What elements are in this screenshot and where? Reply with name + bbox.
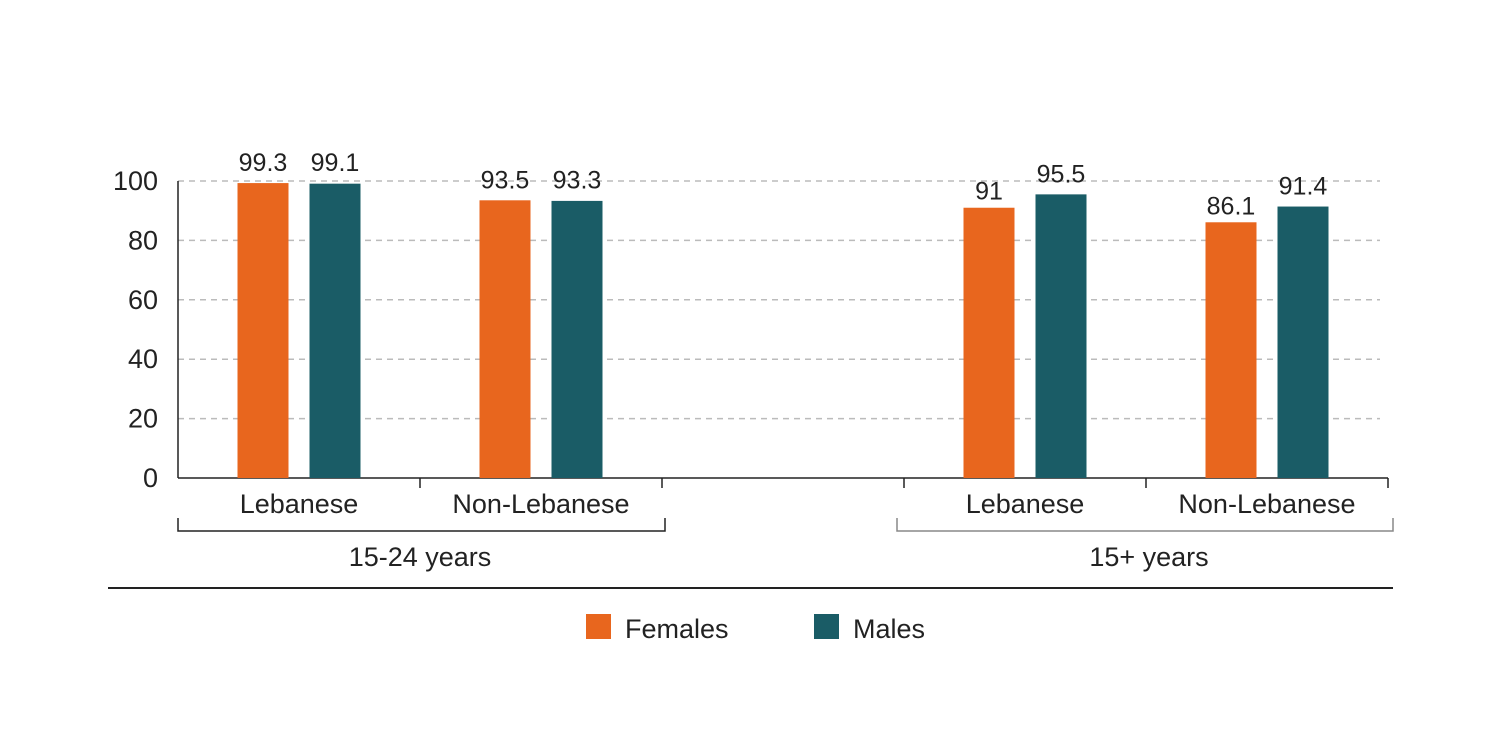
- data-label: 93.5: [481, 166, 530, 194]
- legend-swatch-males: [814, 614, 839, 639]
- bar-males: [309, 183, 361, 478]
- bar-males: [1277, 206, 1329, 479]
- bars: [237, 183, 1329, 479]
- category-labels: Lebanese Non-Lebanese Lebanese Non-Lebanese: [240, 489, 1356, 519]
- category-label: Non-Lebanese: [452, 489, 629, 519]
- data-label: 86.1: [1207, 192, 1256, 220]
- category-label: Lebanese: [966, 489, 1085, 519]
- axes: [177, 181, 1389, 488]
- data-label: 99.3: [239, 149, 288, 177]
- bar-males: [551, 200, 603, 479]
- legend-label: Males: [853, 614, 925, 644]
- y-tick-label: 20: [128, 404, 158, 434]
- group-labels: 15-24 years 15+ years: [177, 518, 1394, 572]
- group-bracket: [177, 518, 666, 532]
- bar-males: [1035, 194, 1087, 479]
- data-label: 99.1: [311, 149, 360, 177]
- data-label: 91: [975, 178, 1003, 206]
- category-label: Non-Lebanese: [1178, 489, 1355, 519]
- group-label: 15+ years: [1089, 542, 1208, 572]
- y-tick-label: 60: [128, 285, 158, 315]
- group-label: 15-24 years: [349, 542, 492, 572]
- bar-females: [1205, 222, 1257, 478]
- bar-females: [963, 207, 1015, 479]
- y-tick-label: 0: [143, 463, 158, 493]
- category-label: Lebanese: [240, 489, 359, 519]
- data-label: 95.5: [1037, 160, 1086, 188]
- group-bracket: [896, 518, 1394, 532]
- y-tick-label: 80: [128, 225, 158, 255]
- bar-females: [237, 183, 289, 479]
- y-tick-label: 100: [113, 166, 158, 196]
- legend-label: Females: [625, 614, 729, 644]
- y-tick-label: 40: [128, 344, 158, 374]
- value-labels: 99.3 93.5 91 86.1 99.1 93.3 95.5 91.4: [239, 149, 1328, 220]
- gridlines: [178, 180, 1380, 420]
- bar-females: [479, 200, 531, 478]
- legend-swatch-females: [586, 614, 611, 639]
- y-axis-ticks: 0 20 40 60 80 100: [113, 166, 158, 493]
- data-label: 91.4: [1279, 173, 1328, 201]
- data-label: 93.3: [553, 166, 602, 194]
- legend: Females Males: [586, 614, 925, 644]
